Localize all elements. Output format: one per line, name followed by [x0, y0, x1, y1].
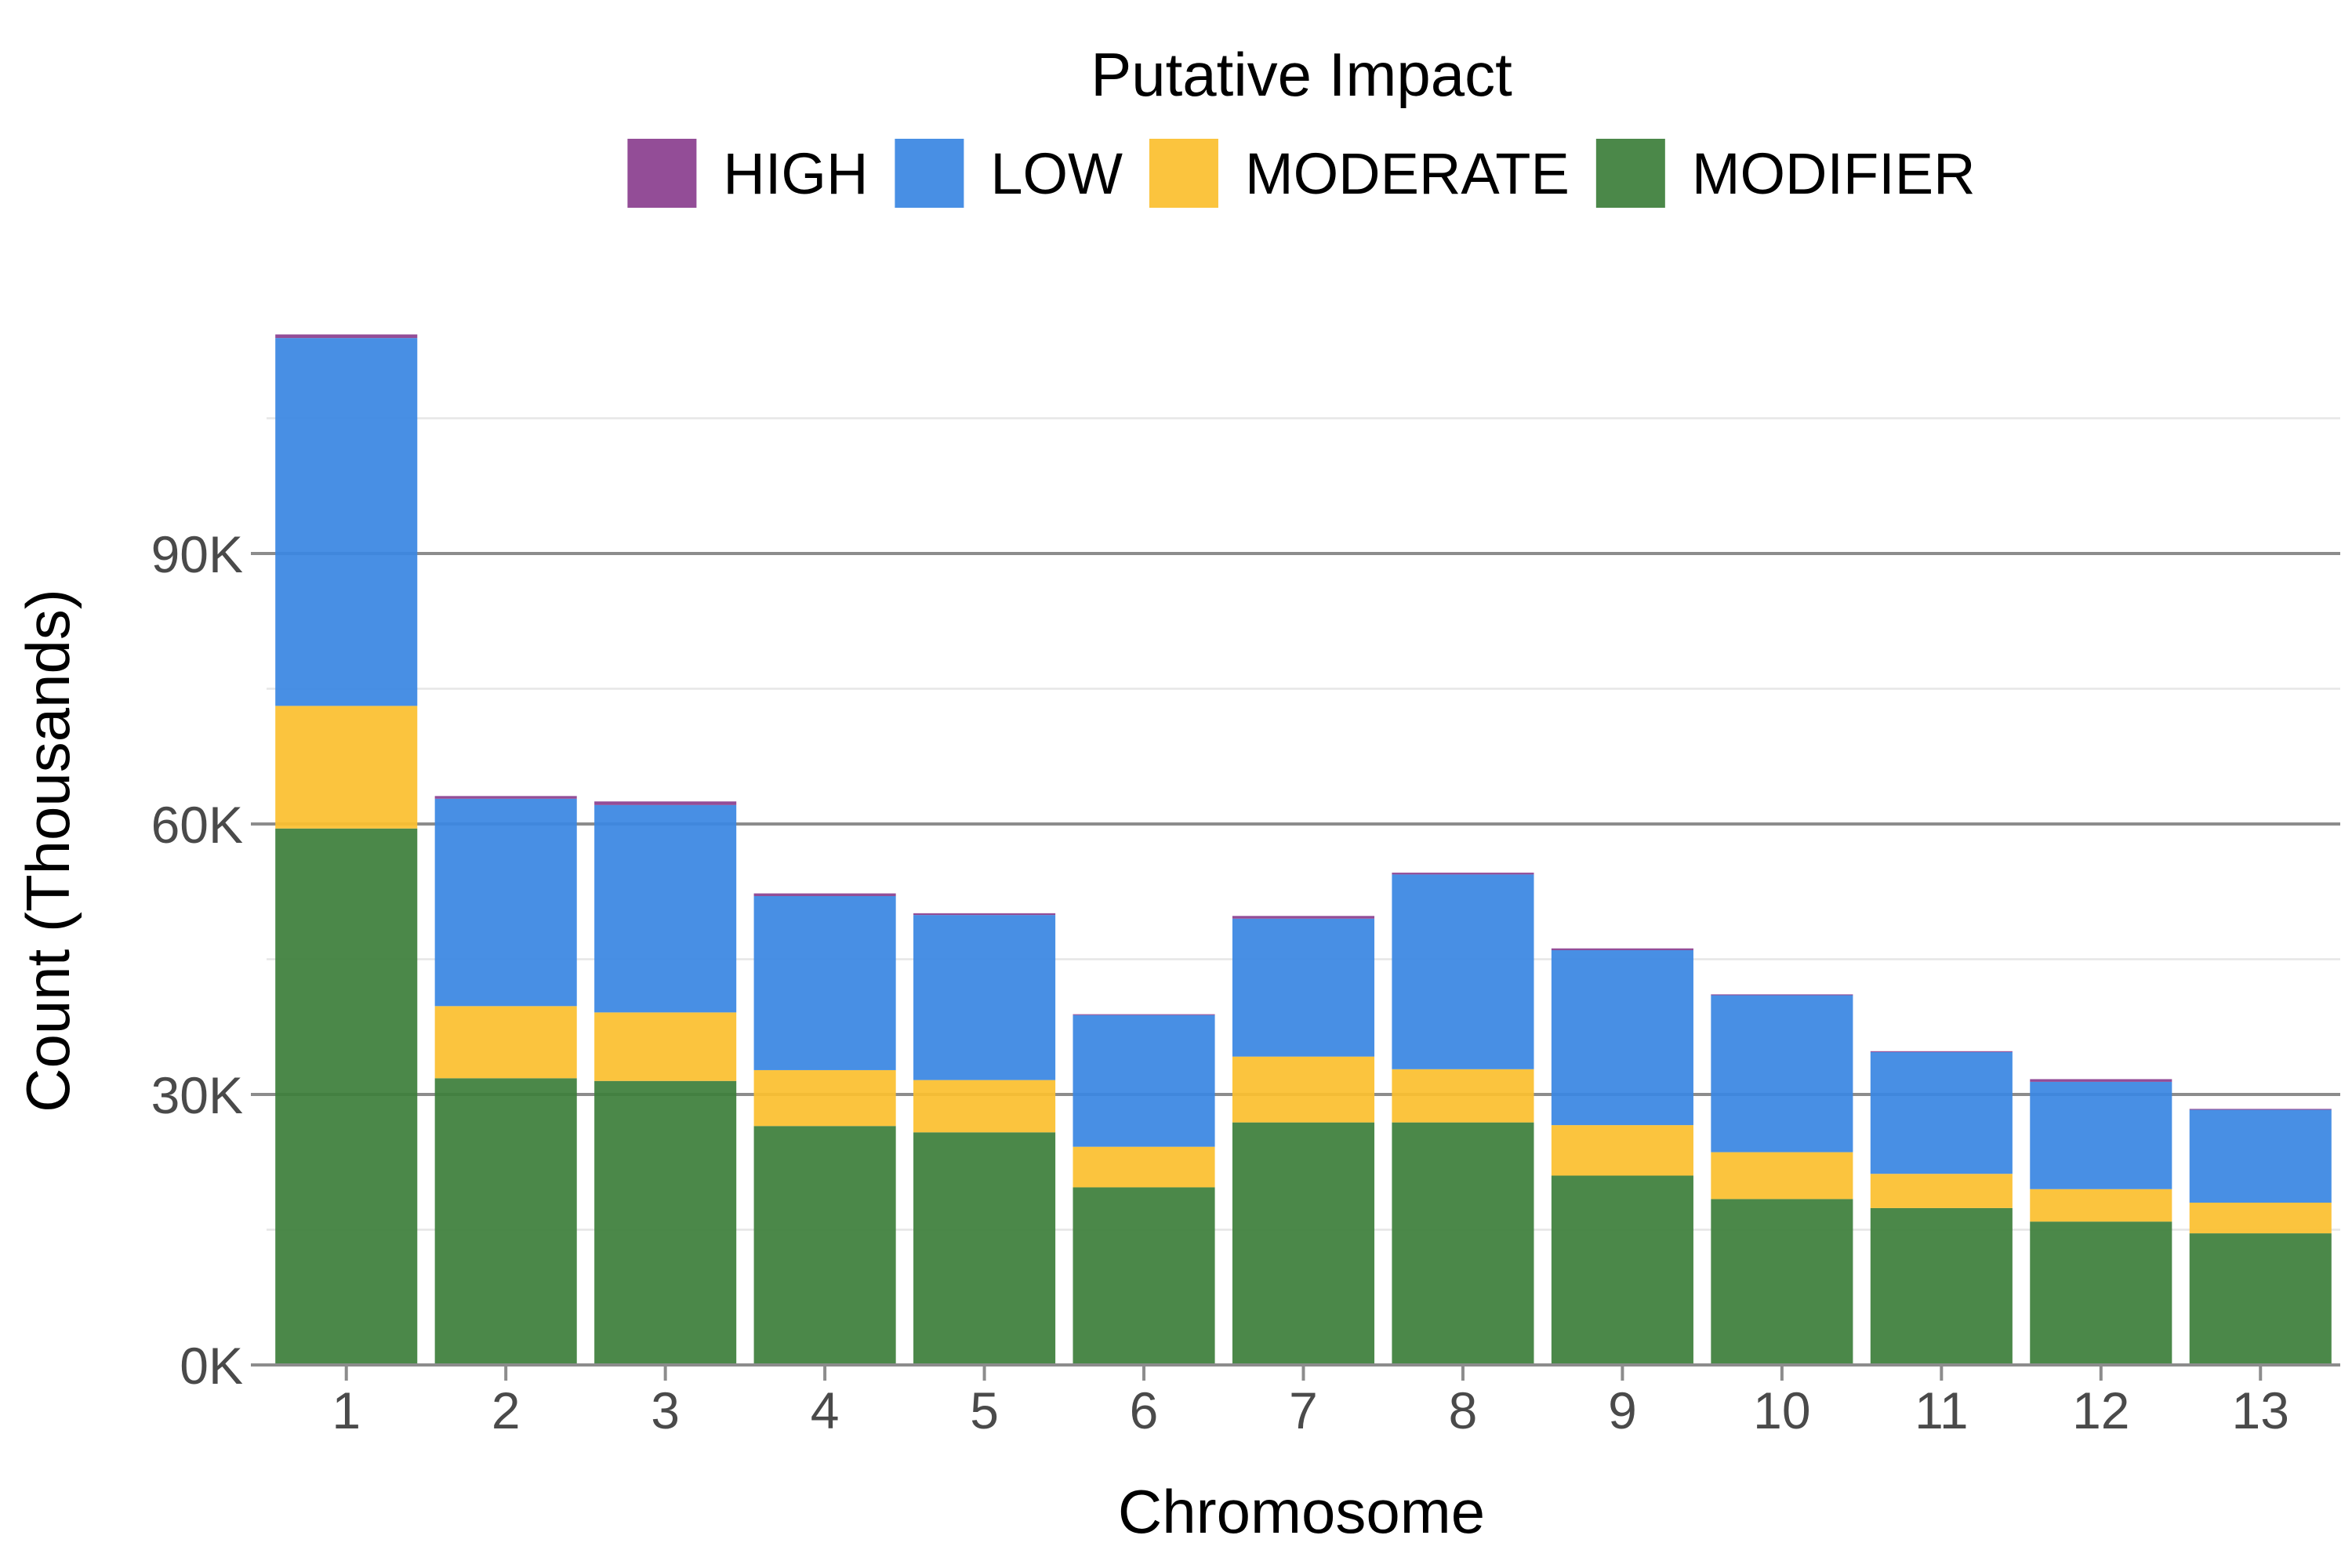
x-tick-label: 5	[970, 1381, 999, 1439]
bar-segment-modifier-chr13	[2189, 1233, 2332, 1365]
bar-segment-modifier-chr7	[1232, 1122, 1375, 1365]
bar-segment-high-chr11	[1870, 1051, 2013, 1052]
bar-segment-low-chr12	[2030, 1081, 2172, 1189]
bar-segment-modifier-chr11	[1870, 1207, 2013, 1365]
bar-segment-modifier-chr4	[753, 1126, 896, 1365]
bar-segment-high-chr4	[753, 893, 896, 896]
bar-segment-modifier-chr5	[913, 1132, 1056, 1365]
bar-segment-modifier-chr9	[1551, 1175, 1693, 1365]
x-tick-label: 2	[492, 1381, 521, 1439]
bar-segment-moderate-chr4	[753, 1069, 896, 1127]
bar-segment-modifier-chr8	[1392, 1122, 1534, 1365]
bar-segment-modifier-chr10	[1711, 1199, 1853, 1365]
legend-label-modifier: MODIFIER	[1692, 141, 1976, 206]
x-tick-label: 1	[332, 1381, 361, 1439]
legend-label-low: LOW	[990, 141, 1123, 206]
x-tick-label: 6	[1130, 1381, 1159, 1439]
bar-segment-low-chr10	[1711, 995, 1853, 1152]
bar-segment-modifier-chr3	[594, 1080, 737, 1365]
bar-segment-moderate-chr6	[1073, 1146, 1215, 1188]
bar-segment-moderate-chr11	[1870, 1174, 2013, 1208]
x-tick-label: 9	[1608, 1381, 1637, 1439]
legend-title: Putative Impact	[1091, 40, 1512, 109]
x-tick-label: 11	[1915, 1381, 1969, 1439]
bar-segment-moderate-chr1	[275, 706, 418, 829]
bar-segment-high-chr12	[2030, 1079, 2172, 1082]
bar-segment-high-chr2	[434, 796, 577, 799]
legend-label-high: HIGH	[723, 141, 868, 206]
bar-segment-modifier-chr1	[275, 828, 418, 1365]
bar-segment-low-chr2	[434, 798, 577, 1007]
bar-segment-low-chr9	[1551, 950, 1693, 1126]
bar-segment-high-chr8	[1392, 873, 1534, 875]
y-tick-label: 60K	[151, 796, 243, 854]
legend-items: HIGH LOW MODERATE MODIFIER	[627, 139, 1976, 208]
y-tick-label: 30K	[151, 1066, 243, 1124]
bar-segment-moderate-chr10	[1711, 1152, 1853, 1200]
bar-segment-moderate-chr7	[1232, 1056, 1375, 1123]
bar-segment-low-chr5	[913, 915, 1056, 1080]
bars	[275, 334, 2332, 1365]
bar-segment-low-chr4	[753, 896, 896, 1070]
bar-segment-low-chr1	[275, 338, 418, 706]
bar-segment-moderate-chr13	[2189, 1203, 2332, 1234]
bar-segment-moderate-chr3	[594, 1012, 737, 1081]
bar-segment-high-chr1	[275, 334, 418, 339]
bar-segment-high-chr3	[594, 801, 737, 805]
bar-segment-moderate-chr2	[434, 1006, 577, 1079]
bar-segment-low-chr13	[2189, 1109, 2332, 1203]
bar-segment-moderate-chr5	[913, 1080, 1056, 1133]
y-tick-label: 0K	[180, 1337, 243, 1395]
bar-segment-low-chr3	[594, 804, 737, 1013]
bar-segment-low-chr6	[1073, 1014, 1215, 1147]
x-tick-label: 13	[2232, 1381, 2289, 1439]
bar-segment-low-chr7	[1232, 918, 1375, 1057]
y-tick-label: 90K	[151, 525, 243, 583]
legend-label-moderate: MODERATE	[1245, 141, 1570, 206]
legend-swatch-low	[895, 139, 964, 208]
bar-segment-low-chr8	[1392, 874, 1534, 1069]
bar-segment-high-chr9	[1551, 948, 1693, 950]
x-tick-label: 12	[2072, 1381, 2129, 1439]
bar-segment-modifier-chr6	[1073, 1187, 1215, 1365]
y-axis-label: Count (Thousands)	[13, 589, 82, 1112]
bar-segment-moderate-chr8	[1392, 1069, 1534, 1123]
bar-segment-moderate-chr9	[1551, 1125, 1693, 1176]
legend-swatch-moderate	[1149, 139, 1218, 208]
x-tick-label: 3	[651, 1381, 680, 1439]
bar-segment-high-chr5	[913, 913, 1056, 916]
x-tick-label: 8	[1449, 1381, 1478, 1439]
bar-segment-high-chr6	[1073, 1014, 1215, 1015]
legend: Putative Impact HIGH LOW MODERATE MODIFIER	[627, 40, 1976, 208]
x-tick-label: 4	[811, 1381, 840, 1439]
x-axis-label: Chromosome	[1118, 1477, 1485, 1546]
x-tick-label: 10	[1753, 1381, 1810, 1439]
bar-segment-modifier-chr12	[2030, 1221, 2172, 1365]
bar-segment-high-chr10	[1711, 994, 1853, 996]
bar-segment-high-chr7	[1232, 916, 1375, 919]
x-tick-label: 7	[1289, 1381, 1318, 1439]
bar-segment-low-chr11	[1870, 1051, 2013, 1174]
bar-segment-moderate-chr12	[2030, 1189, 2172, 1222]
legend-swatch-modifier	[1595, 139, 1665, 208]
legend-swatch-high	[627, 139, 697, 208]
bar-segment-modifier-chr2	[434, 1078, 577, 1365]
